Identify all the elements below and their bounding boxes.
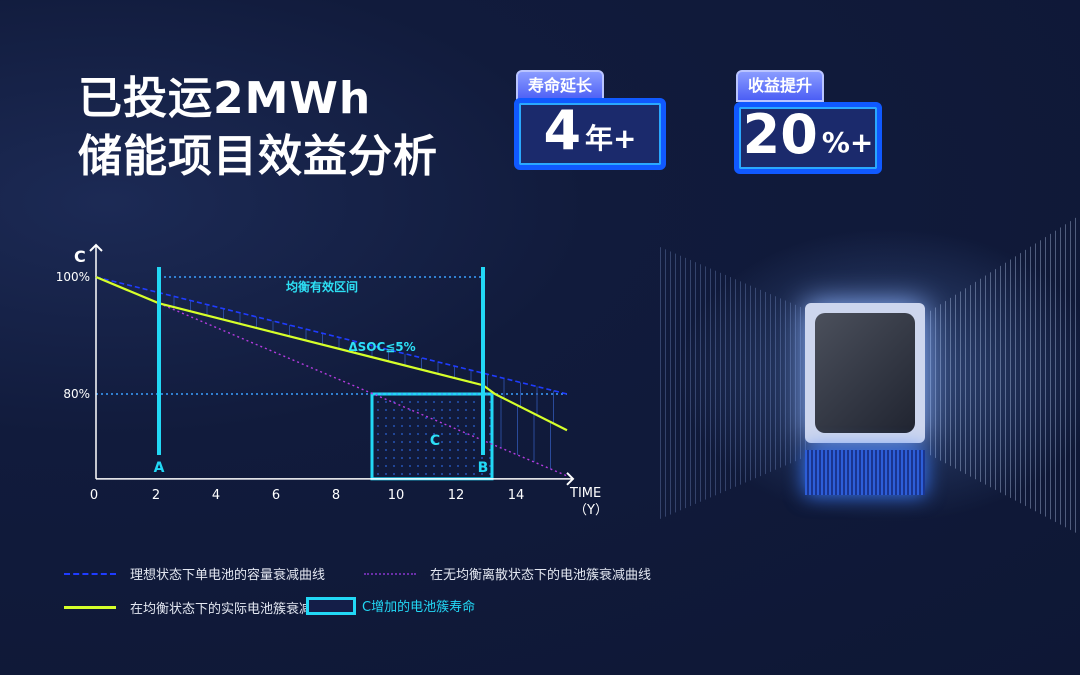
range-label: 均衡有效区间 — [286, 279, 358, 294]
badge-value: 20 — [742, 103, 818, 166]
x-tick-label: 10 — [388, 488, 405, 503]
badge-unit: %+ — [821, 126, 874, 159]
marker-A-label: A — [154, 460, 165, 476]
legend-item-balanced: 在均衡状态下的实际电池簇衰减曲线 — [64, 598, 338, 617]
series-no_balance-line — [158, 302, 568, 477]
badge-value: 4 — [543, 99, 582, 162]
legend-swatch — [64, 572, 116, 575]
marker-B-label: B — [478, 460, 489, 476]
legend-label: 在无均衡离散状态下的电池簇衰减曲线 — [430, 568, 652, 583]
x-tick-label: 0 — [90, 488, 98, 503]
legend-item-ideal: 理想状态下单电池的容量衰减曲线 — [64, 564, 325, 583]
legend-swatch — [64, 606, 116, 609]
legend-label: C增加的电池簇寿命 — [362, 600, 476, 615]
y-tick-label: 100% — [56, 270, 90, 284]
badge-tag: 收益提升 — [736, 70, 825, 102]
x-tick-label: 6 — [272, 488, 280, 503]
battery-cell-illustration — [660, 215, 1080, 535]
x-axis-label: TIME — [569, 486, 601, 501]
legend-swatch — [364, 572, 416, 575]
title-line-1: 已投运2MWh — [78, 73, 372, 124]
legend-label: 在均衡状态下的实际电池簇衰减曲线 — [130, 602, 339, 617]
x-tick-label: 12 — [448, 488, 465, 503]
y-axis-label: C — [74, 247, 86, 266]
series-balanced-line — [95, 275, 568, 432]
box-c-label: C — [430, 433, 440, 449]
x-tick-label: 8 — [332, 488, 340, 503]
x-tick-label: 14 — [508, 488, 525, 503]
badge-value-box: 4 年+ — [514, 98, 666, 170]
legend-item-box: C增加的电池簇寿命 — [306, 596, 475, 615]
legend-label: 理想状态下单电池的容量衰减曲线 — [130, 568, 326, 583]
y-tick-label: 80% — [63, 387, 90, 401]
x-tick-label: 2 — [152, 488, 160, 503]
legend-item-no-balance: 在无均衡离散状态下的电池簇衰减曲线 — [364, 564, 651, 583]
series-ideal-line — [95, 276, 568, 395]
page-title: 已投运2MWh 储能项目效益分析 — [78, 70, 438, 186]
delta-soc-label: ΔSOC≦5% — [348, 340, 415, 354]
legend-swatch — [306, 596, 356, 615]
x-axis-unit: （Y） — [574, 503, 608, 518]
badge-value-box: 20 %+ — [734, 102, 882, 174]
title-line-2: 储能项目效益分析 — [78, 131, 438, 182]
x-tick-label: 4 — [212, 488, 220, 503]
badge-unit: 年+ — [585, 122, 637, 155]
